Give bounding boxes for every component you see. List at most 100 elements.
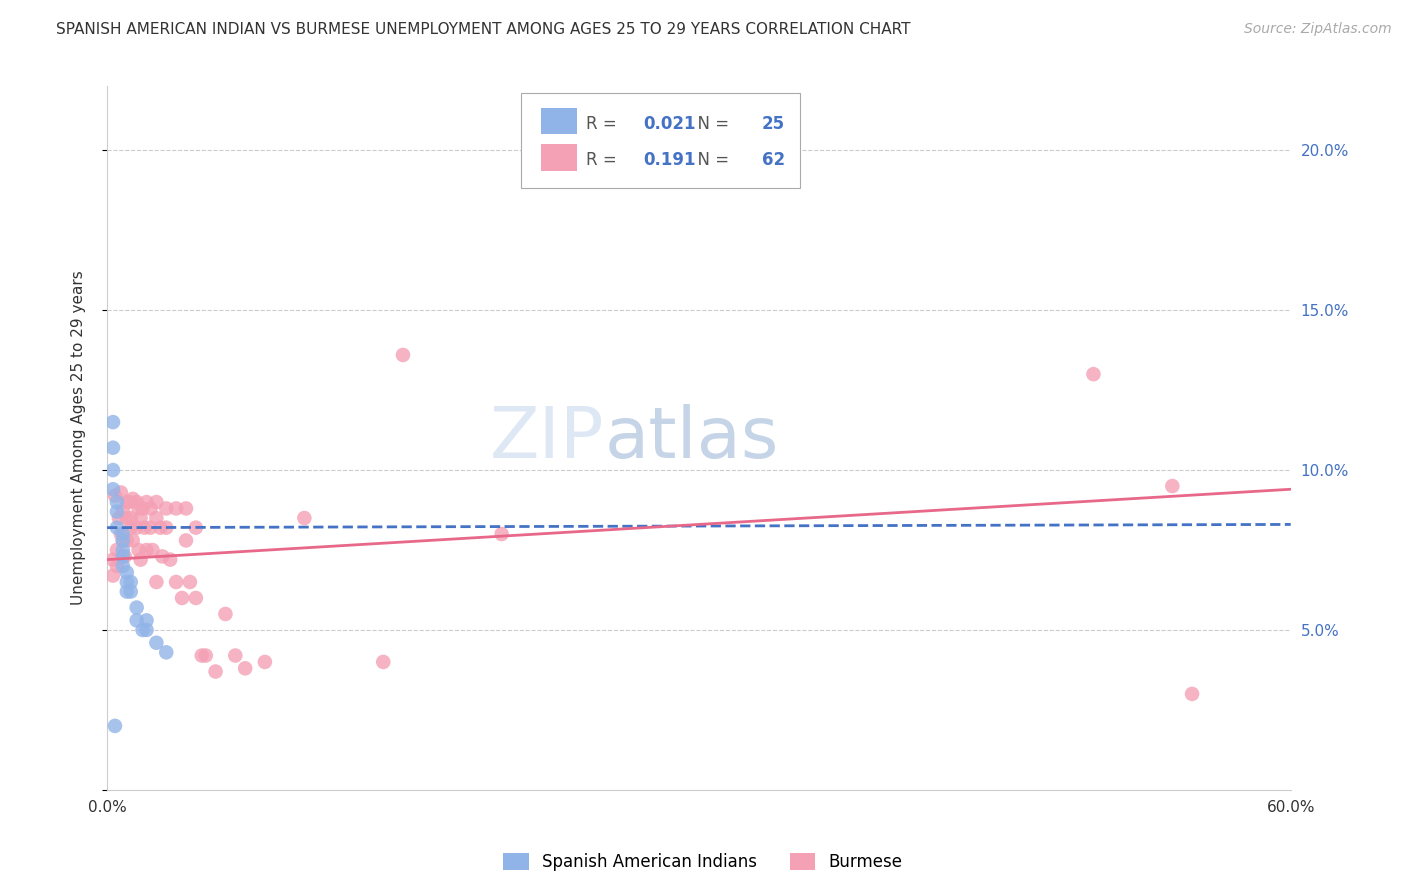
Point — [125, 600, 148, 615]
Point — [111, 543, 134, 558]
Point — [101, 552, 124, 566]
FancyBboxPatch shape — [522, 94, 800, 188]
Point — [174, 533, 197, 548]
Point — [105, 521, 128, 535]
Point — [135, 613, 157, 627]
Point — [101, 568, 124, 582]
Point — [1083, 367, 1105, 381]
Point — [111, 549, 134, 564]
Point — [184, 591, 207, 605]
Point — [174, 501, 197, 516]
Text: N =: N = — [688, 115, 734, 133]
Point — [111, 505, 134, 519]
Point — [292, 511, 315, 525]
Text: R =: R = — [586, 115, 623, 133]
Point — [253, 655, 276, 669]
Text: 25: 25 — [762, 115, 785, 133]
Point — [135, 495, 157, 509]
Point — [191, 648, 214, 663]
Point — [128, 501, 150, 516]
Point — [233, 661, 256, 675]
Point — [149, 521, 172, 535]
Point — [129, 511, 152, 525]
Text: atlas: atlas — [605, 403, 779, 473]
Point — [104, 489, 127, 503]
Point — [125, 495, 148, 509]
Point — [110, 485, 132, 500]
Point — [120, 574, 142, 589]
Point — [131, 623, 153, 637]
Text: 0.191: 0.191 — [644, 152, 696, 169]
Point — [108, 511, 131, 525]
Point — [105, 559, 128, 574]
Point — [115, 511, 138, 525]
Point — [184, 521, 207, 535]
Point — [155, 645, 177, 659]
Point — [121, 491, 143, 506]
Point — [135, 623, 157, 637]
Point — [165, 501, 187, 516]
Point — [115, 584, 138, 599]
Point — [111, 533, 134, 548]
Point — [139, 501, 162, 516]
Point — [120, 511, 142, 525]
Point — [179, 574, 201, 589]
Point — [114, 549, 136, 564]
Point — [214, 607, 236, 621]
Point — [373, 655, 395, 669]
Point — [131, 501, 153, 516]
Point — [120, 584, 142, 599]
Point — [101, 415, 124, 429]
Point — [115, 495, 138, 509]
FancyBboxPatch shape — [541, 145, 576, 171]
Point — [491, 527, 513, 541]
Point — [121, 533, 143, 548]
Point — [155, 501, 177, 516]
Point — [392, 348, 415, 362]
Point — [115, 533, 138, 548]
Text: 0.021: 0.021 — [644, 115, 696, 133]
Point — [194, 648, 217, 663]
Point — [129, 552, 152, 566]
Point — [139, 521, 162, 535]
Point — [224, 648, 246, 663]
Point — [145, 574, 167, 589]
Point — [170, 591, 193, 605]
Y-axis label: Unemployment Among Ages 25 to 29 years: Unemployment Among Ages 25 to 29 years — [72, 271, 86, 606]
Point — [105, 495, 128, 509]
Point — [145, 636, 167, 650]
Point — [125, 521, 148, 535]
Text: 62: 62 — [762, 152, 785, 169]
Point — [101, 463, 124, 477]
Point — [120, 521, 142, 535]
Point — [204, 665, 226, 679]
Legend: Spanish American Indians, Burmese: Spanish American Indians, Burmese — [495, 845, 911, 880]
Point — [141, 543, 163, 558]
Point — [1181, 687, 1204, 701]
Point — [105, 543, 128, 558]
Point — [101, 482, 124, 496]
Point — [150, 549, 173, 564]
Point — [155, 521, 177, 535]
Text: SPANISH AMERICAN INDIAN VS BURMESE UNEMPLOYMENT AMONG AGES 25 TO 29 YEARS CORREL: SPANISH AMERICAN INDIAN VS BURMESE UNEMP… — [56, 22, 911, 37]
Point — [110, 527, 132, 541]
Point — [115, 566, 138, 580]
Point — [145, 495, 167, 509]
Point — [111, 527, 134, 541]
Point — [1161, 479, 1184, 493]
Point — [105, 505, 128, 519]
Text: N =: N = — [688, 152, 734, 169]
Point — [118, 495, 141, 509]
Text: R =: R = — [586, 152, 627, 169]
Point — [159, 552, 181, 566]
Text: ZIP: ZIP — [489, 403, 605, 473]
Point — [111, 559, 134, 574]
Point — [104, 719, 127, 733]
Point — [134, 521, 156, 535]
Point — [101, 441, 124, 455]
Point — [165, 574, 187, 589]
Point — [111, 533, 134, 548]
Point — [128, 543, 150, 558]
FancyBboxPatch shape — [541, 108, 576, 135]
Text: Source: ZipAtlas.com: Source: ZipAtlas.com — [1244, 22, 1392, 37]
